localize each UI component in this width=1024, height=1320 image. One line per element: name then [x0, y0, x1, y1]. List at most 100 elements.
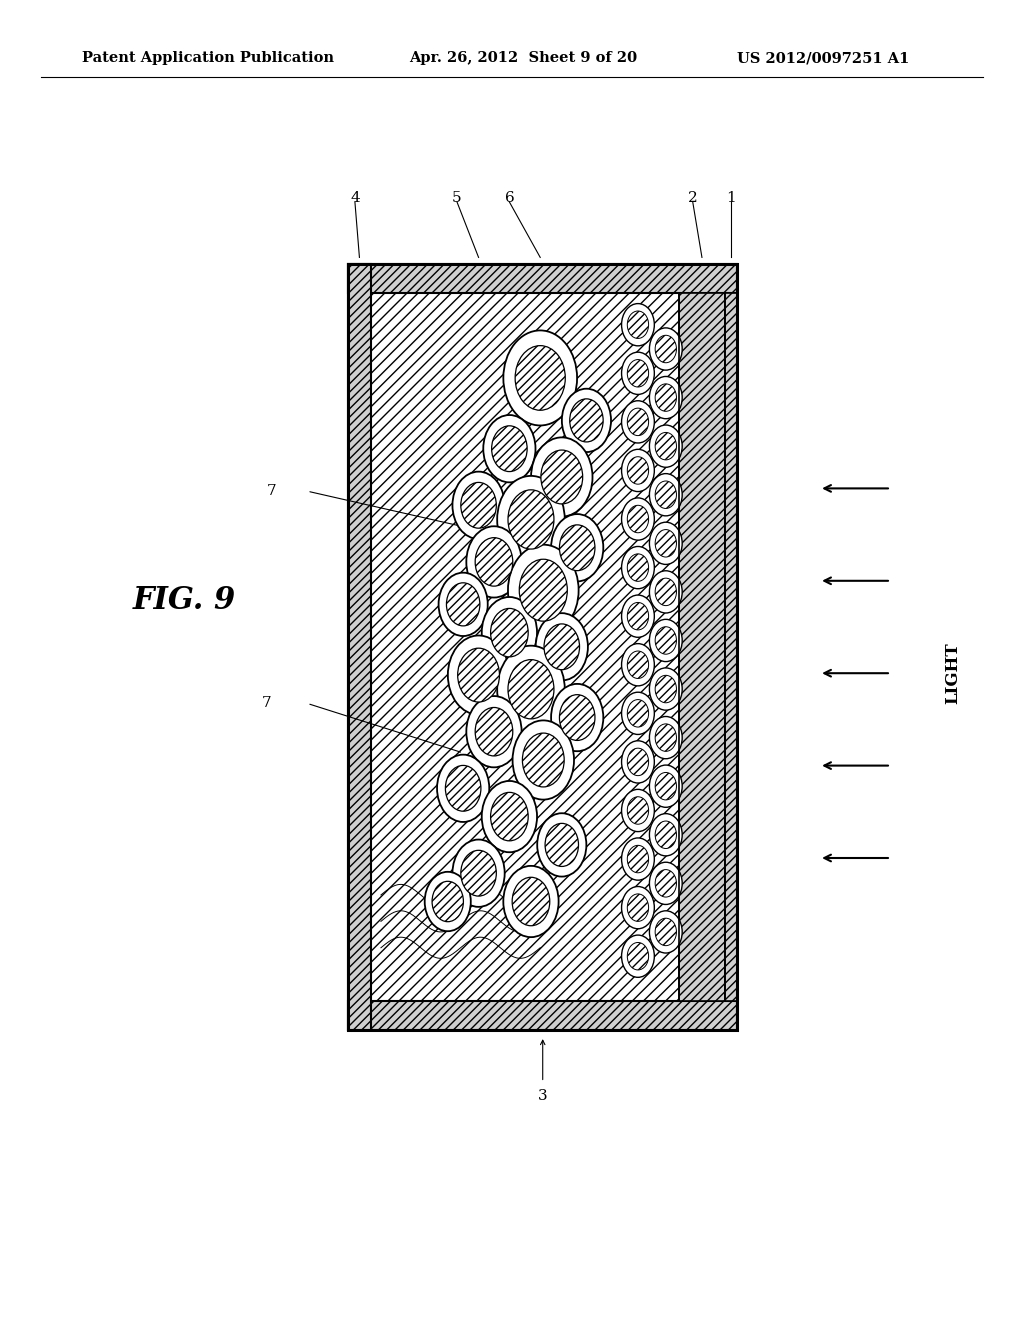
Circle shape — [569, 399, 603, 442]
Text: 7: 7 — [262, 697, 271, 710]
Circle shape — [628, 894, 648, 921]
Circle shape — [649, 668, 682, 710]
Circle shape — [655, 821, 677, 849]
Circle shape — [515, 346, 565, 411]
Circle shape — [628, 942, 648, 970]
Circle shape — [622, 546, 654, 589]
Circle shape — [655, 384, 677, 412]
Circle shape — [655, 578, 677, 606]
Text: 7: 7 — [267, 484, 276, 498]
Bar — [725, 293, 737, 1001]
Circle shape — [622, 935, 654, 977]
Circle shape — [655, 335, 677, 363]
Circle shape — [655, 772, 677, 800]
Circle shape — [655, 433, 677, 459]
Circle shape — [655, 919, 677, 945]
Circle shape — [551, 513, 603, 581]
Circle shape — [649, 717, 682, 759]
Circle shape — [649, 911, 682, 953]
Circle shape — [432, 882, 464, 921]
Circle shape — [437, 755, 489, 822]
Circle shape — [622, 644, 654, 686]
Circle shape — [649, 425, 682, 467]
Circle shape — [425, 871, 471, 931]
Text: 4: 4 — [350, 190, 359, 205]
Circle shape — [536, 612, 588, 681]
Circle shape — [545, 824, 579, 866]
Circle shape — [481, 781, 537, 853]
Circle shape — [504, 330, 578, 425]
Bar — [679, 293, 725, 1001]
Circle shape — [438, 573, 487, 636]
Circle shape — [622, 401, 654, 444]
Circle shape — [562, 388, 611, 451]
Circle shape — [622, 498, 654, 540]
Circle shape — [628, 457, 648, 484]
Text: 6: 6 — [505, 190, 514, 205]
Circle shape — [445, 766, 481, 812]
Circle shape — [649, 619, 682, 661]
Text: Patent Application Publication: Patent Application Publication — [82, 51, 334, 65]
Bar — [348, 264, 737, 1030]
Circle shape — [492, 426, 527, 471]
Circle shape — [628, 359, 648, 387]
Circle shape — [475, 537, 513, 586]
Circle shape — [458, 648, 500, 702]
Circle shape — [622, 352, 654, 395]
Text: 2: 2 — [688, 190, 697, 205]
Circle shape — [498, 477, 565, 564]
Circle shape — [622, 789, 654, 832]
Circle shape — [483, 414, 536, 482]
Circle shape — [559, 694, 595, 741]
Circle shape — [453, 840, 505, 907]
Circle shape — [655, 723, 677, 751]
Circle shape — [622, 838, 654, 880]
Bar — [371, 293, 679, 1001]
Circle shape — [551, 684, 603, 751]
Text: 5: 5 — [453, 190, 462, 205]
Circle shape — [447, 635, 509, 714]
Circle shape — [628, 845, 648, 873]
Circle shape — [519, 560, 567, 622]
Circle shape — [490, 792, 528, 841]
Bar — [348, 264, 737, 293]
Circle shape — [559, 525, 595, 570]
Circle shape — [649, 376, 682, 418]
Circle shape — [649, 862, 682, 904]
Circle shape — [498, 645, 565, 733]
Circle shape — [622, 449, 654, 491]
Circle shape — [461, 850, 497, 896]
Circle shape — [508, 545, 579, 636]
Circle shape — [622, 304, 654, 346]
Text: US 2012/0097251 A1: US 2012/0097251 A1 — [737, 51, 909, 65]
Circle shape — [649, 813, 682, 855]
Circle shape — [508, 660, 554, 719]
Circle shape — [649, 523, 682, 565]
Circle shape — [655, 529, 677, 557]
Circle shape — [649, 327, 682, 370]
Circle shape — [622, 741, 654, 783]
Circle shape — [531, 437, 593, 516]
Circle shape — [622, 595, 654, 638]
Bar — [348, 1001, 737, 1030]
Text: Apr. 26, 2012  Sheet 9 of 20: Apr. 26, 2012 Sheet 9 of 20 — [410, 51, 638, 65]
Circle shape — [475, 708, 513, 756]
Circle shape — [628, 312, 648, 338]
Circle shape — [628, 700, 648, 727]
Circle shape — [504, 866, 559, 937]
Circle shape — [655, 480, 677, 508]
Circle shape — [655, 870, 677, 898]
Circle shape — [628, 408, 648, 436]
Circle shape — [508, 490, 554, 549]
Circle shape — [466, 527, 521, 598]
Text: LIGHT: LIGHT — [944, 643, 961, 704]
Circle shape — [466, 696, 521, 767]
Circle shape — [512, 878, 550, 925]
Circle shape — [628, 748, 648, 776]
Text: 1: 1 — [726, 190, 736, 205]
Circle shape — [628, 797, 648, 824]
Bar — [348, 264, 371, 1030]
Circle shape — [522, 733, 564, 787]
Circle shape — [649, 570, 682, 612]
Circle shape — [655, 676, 677, 702]
